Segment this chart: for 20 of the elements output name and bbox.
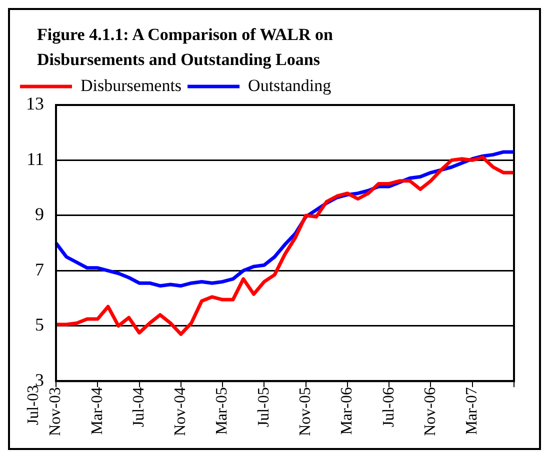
x-tick-label: Nov-03 xyxy=(47,387,64,436)
x-tick-label: Jul-04 xyxy=(130,387,148,428)
x-tick-label: Nov-06 xyxy=(422,387,439,436)
legend-label: Disbursements xyxy=(80,76,182,95)
legend-label: Outstanding xyxy=(248,76,332,95)
x-tick-label: Nov-04 xyxy=(172,387,190,436)
y-tick-label: 13 xyxy=(26,94,44,114)
y-tick-label: 5 xyxy=(35,314,44,335)
y-tick-label: 11 xyxy=(26,148,44,169)
y-tick-label: 7 xyxy=(35,259,44,280)
x-tick-label: Mar-07 xyxy=(464,387,481,435)
x-tick-label: Jul-06 xyxy=(380,387,398,428)
x-tick-label: Mar-06 xyxy=(338,387,356,435)
chart-title: Figure 4.1.1: A Comparison of WALR on Disbursements and Outstanding Loans xyxy=(36,24,334,71)
x-tick-label: Nov-05 xyxy=(297,387,314,436)
x-tick-label: Mar-04 xyxy=(88,387,106,435)
y-tick-label: 9 xyxy=(35,204,44,224)
x-tick-label: Jul-05 xyxy=(255,387,272,428)
x-tick-label: Mar-05 xyxy=(214,387,231,435)
text: Jul-03 xyxy=(25,385,42,426)
